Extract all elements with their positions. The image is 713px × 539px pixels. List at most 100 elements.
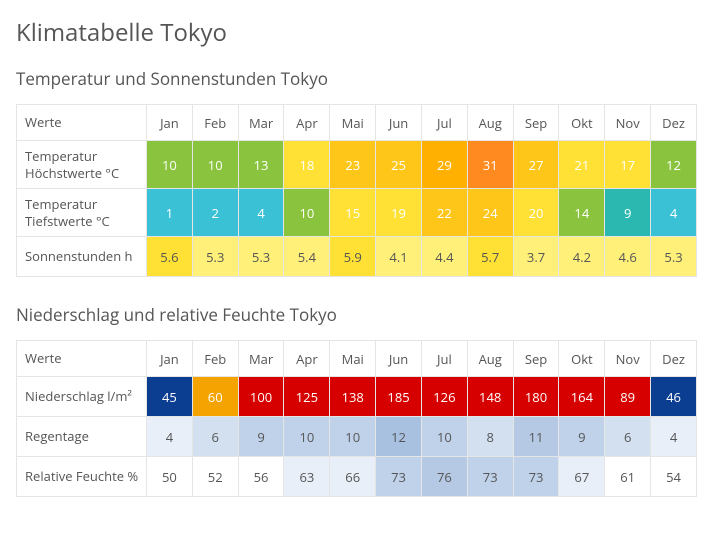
month-header: Mar [238,105,284,141]
data-cell: 13 [238,141,284,189]
climate-section: Niederschlag und relative Feuchte TokyoW… [16,303,697,497]
data-cell: 63 [284,457,330,497]
data-cell: 2 [192,189,238,237]
data-cell: 4.4 [421,237,467,277]
data-cell: 23 [330,141,376,189]
data-cell: 89 [605,377,651,417]
climate-sections: Temperatur und Sonnenstunden TokyoWerteJ… [16,67,697,497]
data-cell: 45 [147,377,193,417]
data-cell: 15 [330,189,376,237]
data-cell: 50 [147,457,193,497]
data-cell: 66 [330,457,376,497]
row-label: TemperaturTiefstwerte °C [17,189,147,237]
table-row: TemperaturTiefstwerte °C1241015192224201… [17,189,697,237]
month-header: Feb [192,105,238,141]
data-cell: 6 [192,417,238,457]
month-header: Dez [651,105,697,141]
data-cell: 10 [284,189,330,237]
month-header: Aug [467,105,513,141]
data-cell: 17 [605,141,651,189]
data-cell: 4.1 [376,237,422,277]
data-cell: 10 [192,141,238,189]
data-cell: 24 [467,189,513,237]
row-label: Niederschlag l/m² [17,377,147,417]
month-header: Feb [192,341,238,377]
row-label: TemperaturHöchstwerte °C [17,141,147,189]
data-cell: 5.3 [192,237,238,277]
data-cell: 4 [147,417,193,457]
month-header: Aug [467,341,513,377]
month-header: Okt [559,341,605,377]
data-cell: 73 [376,457,422,497]
data-cell: 4.6 [605,237,651,277]
row-label: Regentage [17,417,147,457]
data-cell: 4 [651,189,697,237]
data-cell: 12 [376,417,422,457]
data-cell: 5.3 [651,237,697,277]
month-header: Jun [376,105,422,141]
data-cell: 10 [421,417,467,457]
header-label: Werte [17,105,147,141]
month-header: Jul [421,341,467,377]
data-cell: 46 [651,377,697,417]
data-cell: 125 [284,377,330,417]
data-cell: 148 [467,377,513,417]
climate-table: WerteJanFebMarAprMaiJunJulAugSepOktNovDe… [16,340,697,497]
data-cell: 22 [421,189,467,237]
data-cell: 29 [421,141,467,189]
data-cell: 56 [238,457,284,497]
data-cell: 54 [651,457,697,497]
month-header: Mai [330,341,376,377]
row-label: Relative Feuchte % [17,457,147,497]
data-cell: 10 [330,417,376,457]
data-cell: 138 [330,377,376,417]
month-header: Mar [238,341,284,377]
data-cell: 21 [559,141,605,189]
data-cell: 76 [421,457,467,497]
row-label: Sonnenstunden h [17,237,147,277]
data-cell: 25 [376,141,422,189]
month-header: Apr [284,105,330,141]
month-header: Jul [421,105,467,141]
data-cell: 164 [559,377,605,417]
data-cell: 73 [513,457,559,497]
table-row: Niederschlag l/m²45601001251381851261481… [17,377,697,417]
month-header: Okt [559,105,605,141]
data-cell: 185 [376,377,422,417]
data-cell: 9 [605,189,651,237]
data-cell: 10 [284,417,330,457]
data-cell: 8 [467,417,513,457]
data-cell: 5.4 [284,237,330,277]
data-cell: 60 [192,377,238,417]
data-cell: 52 [192,457,238,497]
data-cell: 11 [513,417,559,457]
climate-table: WerteJanFebMarAprMaiJunJulAugSepOktNovDe… [16,104,697,277]
data-cell: 4 [238,189,284,237]
table-row: Sonnenstunden h5.65.35.35.45.94.14.45.73… [17,237,697,277]
table-row: Relative Feuchte %5052566366737673736761… [17,457,697,497]
data-cell: 1 [147,189,193,237]
data-cell: 27 [513,141,559,189]
data-cell: 61 [605,457,651,497]
data-cell: 9 [238,417,284,457]
data-cell: 3.7 [513,237,559,277]
month-header: Jan [147,105,193,141]
data-cell: 4 [651,417,697,457]
data-cell: 14 [559,189,605,237]
data-cell: 18 [284,141,330,189]
data-cell: 180 [513,377,559,417]
data-cell: 5.6 [147,237,193,277]
data-cell: 19 [376,189,422,237]
month-header: Mai [330,105,376,141]
month-header: Apr [284,341,330,377]
month-header: Nov [605,105,651,141]
data-cell: 10 [147,141,193,189]
data-cell: 20 [513,189,559,237]
month-header: Nov [605,341,651,377]
data-cell: 4.2 [559,237,605,277]
data-cell: 12 [651,141,697,189]
month-header: Dez [651,341,697,377]
data-cell: 100 [238,377,284,417]
data-cell: 126 [421,377,467,417]
month-header: Jun [376,341,422,377]
